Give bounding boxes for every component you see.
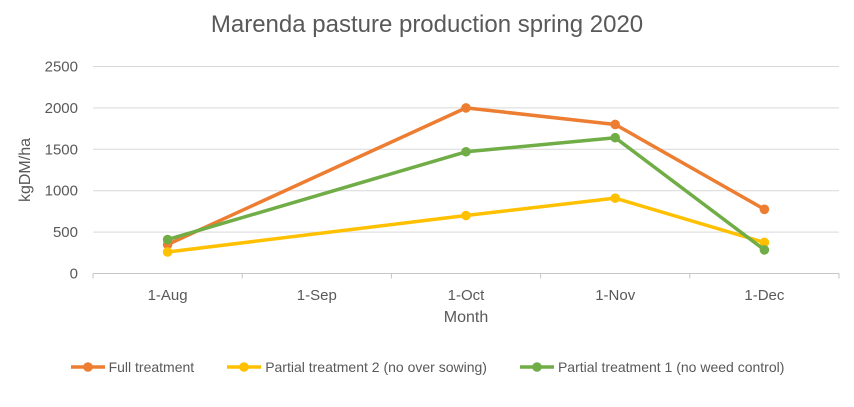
- legend-line-marker-icon: [227, 362, 262, 372]
- data-point-marker: [162, 234, 173, 245]
- y-tick-label: 2000: [45, 100, 78, 117]
- legend-label: Partial treatment 1 (no weed control): [557, 359, 785, 375]
- legend-label: Full treatment: [108, 359, 195, 375]
- data-point-marker: [461, 103, 471, 113]
- legend-label: Partial treatment 2 (no over sowing): [265, 359, 487, 375]
- data-point-marker: [610, 119, 620, 130]
- y-tick-label: 0: [70, 266, 78, 283]
- y-tick-label: 2500: [45, 59, 78, 76]
- series-line: [165, 135, 767, 252]
- data-point-marker: [759, 237, 770, 248]
- y-tick-label: 1500: [45, 141, 78, 158]
- series-line: [165, 196, 767, 254]
- x-tick-label: 1-Sep: [297, 287, 337, 304]
- legend-line-marker-icon: [519, 362, 554, 372]
- x-tick-label: 1-Dec: [744, 287, 785, 304]
- data-point-marker: [162, 247, 173, 257]
- y-tick-label: 500: [53, 224, 78, 241]
- data-point-marker: [610, 132, 620, 143]
- chart-title: Marenda pasture production spring 2020: [210, 11, 644, 38]
- y-axis-title: kgDM/ha: [17, 138, 34, 202]
- data-point-marker: [461, 210, 471, 221]
- y-tick-label: 1000: [45, 183, 78, 200]
- legend: Full treatment Partial treatment 2 (no ov…: [0, 359, 854, 375]
- data-point-marker: [461, 146, 471, 157]
- legend-line-marker-icon: [70, 362, 105, 372]
- legend-item: Full treatment: [70, 359, 195, 375]
- data-point-marker: [610, 193, 620, 203]
- x-tick-label: 1-Nov: [595, 287, 636, 304]
- plot-area: 0 500 1000 1500 2000 2500 1-Aug 1-Sep 1-Oct 1-Nov…: [17, 59, 840, 326]
- x-axis-title: Month: [444, 309, 488, 326]
- legend-item: Partial treatment 1 (no weed control): [519, 359, 784, 375]
- data-point-marker: [759, 204, 770, 215]
- x-tick-label: 1-Oct: [448, 287, 486, 304]
- series-line: [165, 106, 767, 247]
- x-tick-label: 1-Aug: [148, 287, 188, 304]
- data-point-marker: [759, 245, 770, 255]
- legend-item: Partial treatment 2 (no over sowing): [226, 359, 487, 375]
